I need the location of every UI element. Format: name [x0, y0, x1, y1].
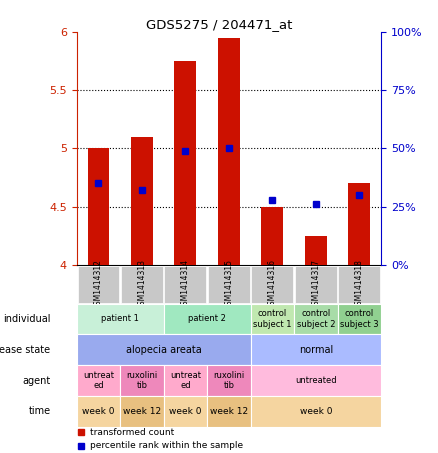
Bar	[251, 304, 294, 334]
Text: GSM1414316: GSM1414316	[268, 259, 277, 310]
Bar	[207, 365, 251, 396]
Bar	[165, 266, 206, 303]
Text: untreated: untreated	[295, 376, 337, 385]
Bar	[131, 137, 153, 265]
Text: individual: individual	[3, 314, 50, 324]
Text: week 0: week 0	[300, 407, 332, 416]
Text: GSM1414313: GSM1414313	[138, 259, 146, 310]
Bar	[305, 236, 327, 265]
Bar	[208, 266, 250, 303]
Bar	[77, 365, 120, 396]
Text: GDS5275 / 204471_at: GDS5275 / 204471_at	[146, 18, 292, 31]
Text: GSM1414312: GSM1414312	[94, 259, 103, 310]
Text: ruxolini
tib: ruxolini tib	[126, 371, 158, 390]
Bar	[251, 396, 381, 427]
Text: week 0: week 0	[82, 407, 115, 416]
Bar	[294, 304, 338, 334]
Bar	[174, 61, 196, 265]
Bar	[339, 266, 380, 303]
Bar	[164, 365, 207, 396]
Bar	[77, 334, 251, 365]
Bar	[338, 304, 381, 334]
Text: alopecia areata: alopecia areata	[126, 345, 201, 355]
Text: GSM1414315: GSM1414315	[224, 259, 233, 310]
Bar	[164, 396, 207, 427]
Text: time: time	[28, 406, 50, 416]
Text: GSM1414314: GSM1414314	[181, 259, 190, 310]
Bar	[121, 266, 163, 303]
Text: week 12: week 12	[123, 407, 161, 416]
Text: control
subject 3: control subject 3	[340, 309, 378, 328]
Bar	[261, 207, 283, 265]
Text: normal: normal	[299, 345, 333, 355]
Text: patient 2: patient 2	[188, 314, 226, 323]
Bar	[120, 396, 164, 427]
Text: patient 1: patient 1	[101, 314, 139, 323]
Text: untreat
ed: untreat ed	[170, 371, 201, 390]
Text: ruxolini
tib: ruxolini tib	[213, 371, 244, 390]
Bar	[251, 266, 293, 303]
Text: untreat
ed: untreat ed	[83, 371, 114, 390]
Bar	[295, 266, 337, 303]
Bar	[251, 365, 381, 396]
Bar	[77, 396, 120, 427]
Text: control
subject 2: control subject 2	[297, 309, 335, 328]
Bar	[88, 148, 109, 265]
Text: GSM1414318: GSM1414318	[355, 259, 364, 310]
Bar	[349, 183, 370, 265]
Text: week 0: week 0	[169, 407, 201, 416]
Bar	[207, 396, 251, 427]
Bar	[251, 334, 381, 365]
Bar	[218, 38, 240, 265]
Bar	[120, 365, 164, 396]
Bar	[78, 266, 119, 303]
Bar	[77, 304, 164, 334]
Text: percentile rank within the sample: percentile rank within the sample	[90, 441, 243, 450]
Text: transformed count: transformed count	[90, 428, 174, 437]
Bar	[164, 304, 251, 334]
Text: week 12: week 12	[210, 407, 248, 416]
Text: agent: agent	[22, 376, 50, 386]
Text: GSM1414317: GSM1414317	[311, 259, 320, 310]
Text: control
subject 1: control subject 1	[253, 309, 292, 328]
Text: disease state: disease state	[0, 345, 50, 355]
